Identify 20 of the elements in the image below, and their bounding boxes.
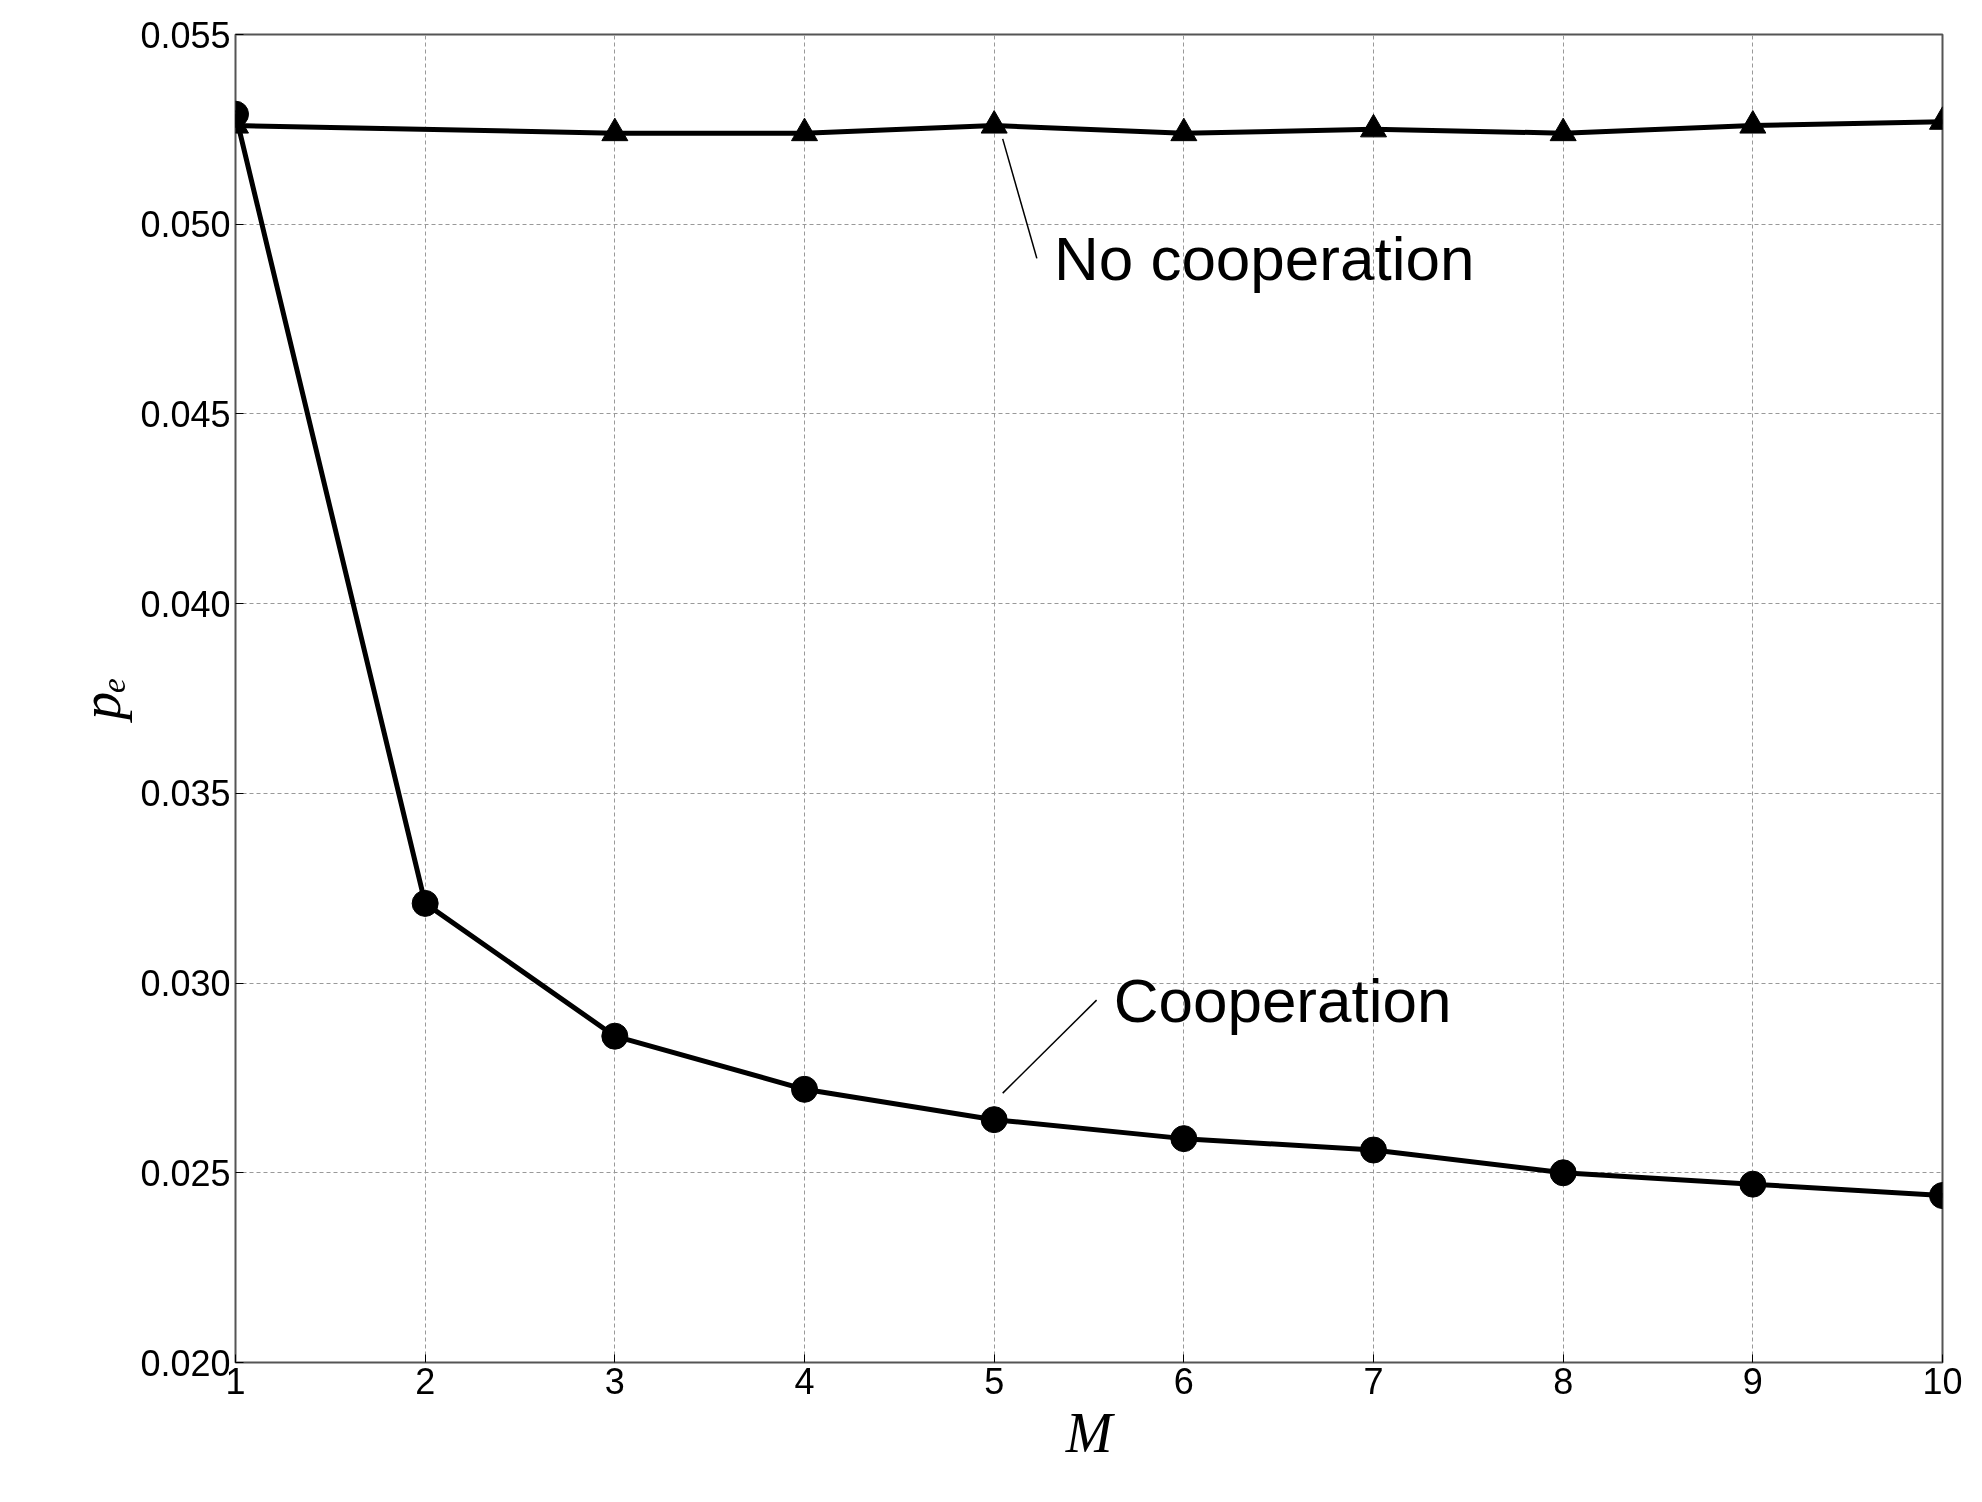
y-tick-label: 0.030 xyxy=(140,963,231,1005)
y-tick-label: 0.040 xyxy=(140,583,231,625)
y-axis-title: pₑ xyxy=(70,677,133,724)
x-tick-label: 3 xyxy=(604,1360,625,1402)
y-tick-label: 0.055 xyxy=(140,14,231,56)
x-tick-label: 6 xyxy=(1173,1360,1194,1402)
x-axis-title: M xyxy=(1064,1401,1116,1464)
y-tick-label: 0.035 xyxy=(140,773,231,815)
x-tick-label: 2 xyxy=(415,1360,436,1402)
series-label: Cooperation xyxy=(1113,965,1452,1035)
x-tick-label: 8 xyxy=(1553,1360,1574,1402)
series-label: No cooperation xyxy=(1053,223,1475,293)
y-tick-label: 0.045 xyxy=(140,393,231,435)
x-tick-label: 9 xyxy=(1742,1360,1763,1402)
x-tick-label: 7 xyxy=(1363,1360,1384,1402)
x-tick-label: 4 xyxy=(794,1360,815,1402)
y-tick-label: 0.050 xyxy=(140,204,231,246)
x-tick-label: 5 xyxy=(984,1360,1005,1402)
y-tick-label: 0.025 xyxy=(140,1152,231,1194)
x-tick-label: 10 xyxy=(1922,1360,1963,1402)
